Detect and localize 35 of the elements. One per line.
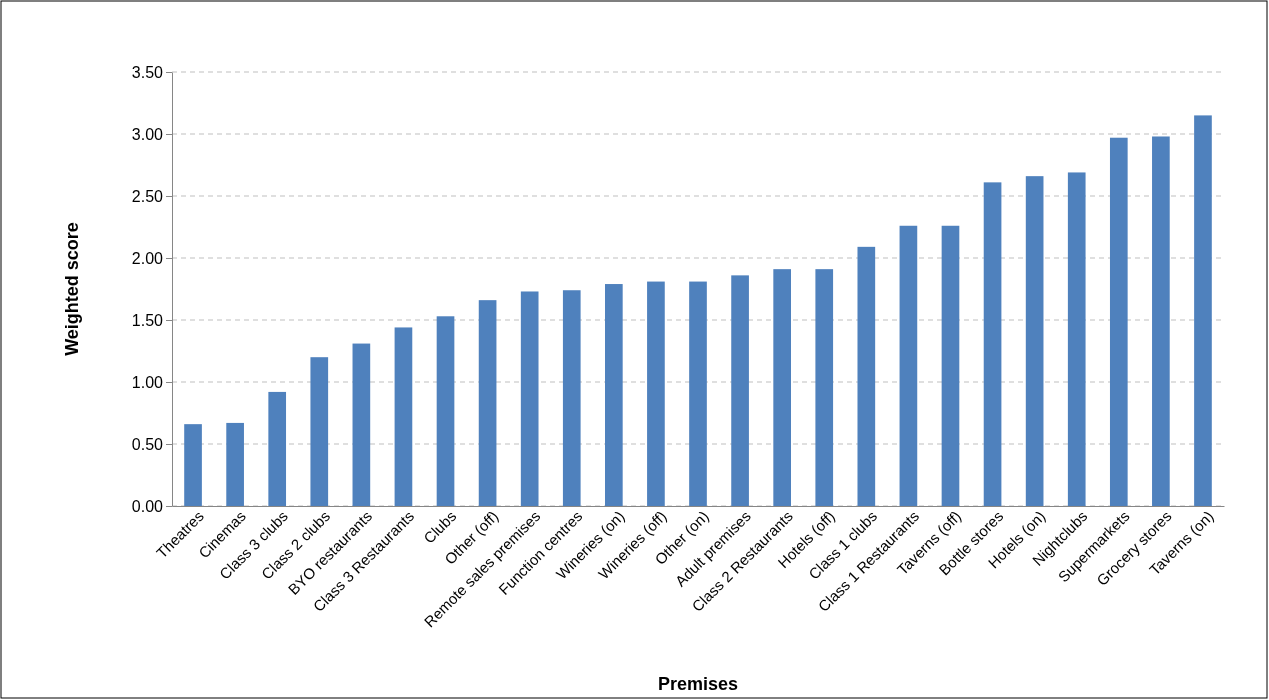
bar (983, 182, 1002, 506)
y-tick-label: 0.00 (131, 497, 164, 515)
bar (773, 269, 791, 506)
bar (1067, 172, 1086, 506)
bar (899, 225, 918, 506)
bar (562, 290, 581, 506)
bar (394, 327, 413, 506)
bar (436, 316, 455, 506)
bar (268, 391, 287, 506)
bar (1152, 136, 1170, 506)
bar (731, 275, 749, 506)
bar (310, 357, 329, 506)
y-axis-title: Weighted score (62, 222, 82, 356)
bar (478, 300, 497, 506)
bar (1109, 137, 1128, 506)
bar (941, 225, 960, 506)
bar (1194, 115, 1212, 506)
x-axis-title: Premises (657, 674, 739, 694)
bar (520, 291, 539, 506)
y-tick-label: 3.00 (131, 125, 164, 143)
bar (184, 424, 202, 506)
bar (815, 269, 834, 506)
y-tick-label: 2.00 (131, 249, 164, 267)
y-tick-label: 0.50 (131, 435, 164, 453)
bar (226, 422, 244, 506)
y-tick-label: 1.50 (131, 311, 164, 329)
y-tick-label: 1.00 (131, 373, 164, 391)
bar (1025, 176, 1044, 506)
bar (857, 246, 876, 506)
y-tick-label: 3.50 (131, 63, 164, 81)
bar (647, 281, 665, 506)
bar (352, 343, 371, 506)
bar (605, 284, 623, 506)
bar (689, 281, 707, 506)
y-tick-label: 2.50 (131, 187, 164, 205)
